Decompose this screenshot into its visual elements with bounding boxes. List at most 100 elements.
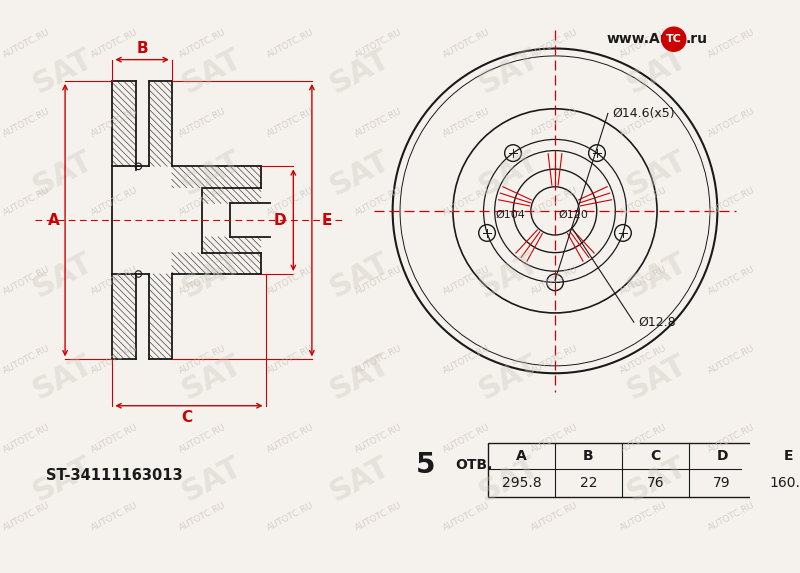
Text: AUTOTC.RU: AUTOTC.RU (618, 501, 668, 533)
Text: AUTOTC.RU: AUTOTC.RU (618, 107, 668, 139)
Text: AUTOTC.RU: AUTOTC.RU (530, 343, 580, 375)
Text: AUTOTC.RU: AUTOTC.RU (354, 343, 404, 375)
Text: E: E (784, 449, 794, 463)
Text: SAT: SAT (325, 44, 395, 100)
Text: AUTOTC.RU: AUTOTC.RU (178, 186, 227, 218)
Text: AUTOTC.RU: AUTOTC.RU (266, 186, 315, 218)
Bar (488, 443, 800, 497)
Text: SAT: SAT (28, 146, 98, 202)
Text: AUTOTC.RU: AUTOTC.RU (706, 422, 756, 454)
Text: 160.3: 160.3 (769, 476, 800, 490)
Text: AUTOTC.RU: AUTOTC.RU (354, 107, 404, 139)
Text: AUTOTC.RU: AUTOTC.RU (442, 107, 492, 139)
Text: AUTOTC.RU: AUTOTC.RU (90, 186, 139, 218)
Text: .ru: .ru (686, 32, 708, 46)
Text: AUTOTC.RU: AUTOTC.RU (618, 28, 668, 60)
Text: AUTOTC.RU: AUTOTC.RU (90, 107, 139, 139)
Text: SAT: SAT (177, 452, 246, 508)
Text: AUTOTC.RU: AUTOTC.RU (178, 264, 227, 297)
Text: AUTOTC.RU: AUTOTC.RU (706, 343, 756, 375)
Text: AUTOTC.RU: AUTOTC.RU (442, 422, 492, 454)
Text: AUTOTC.RU: AUTOTC.RU (442, 186, 492, 218)
Text: AUTOTC.RU: AUTOTC.RU (618, 343, 668, 375)
Text: AUTOTC.RU: AUTOTC.RU (706, 28, 756, 60)
Text: SAT: SAT (622, 44, 692, 100)
Text: Ø120: Ø120 (558, 210, 589, 219)
Text: AUTOTC.RU: AUTOTC.RU (178, 28, 227, 60)
Text: B: B (583, 449, 594, 463)
Text: AUTOTC.RU: AUTOTC.RU (442, 501, 492, 533)
Text: AUTOTC.RU: AUTOTC.RU (178, 501, 227, 533)
Text: D: D (716, 449, 728, 463)
Text: A: A (48, 213, 60, 227)
Text: AUTOTC.RU: AUTOTC.RU (530, 501, 580, 533)
Text: SAT: SAT (177, 146, 246, 202)
Text: C: C (181, 410, 192, 425)
Text: SAT: SAT (28, 350, 98, 406)
Text: SAT: SAT (474, 350, 544, 406)
Text: SAT: SAT (177, 248, 246, 304)
Text: AUTOTC.RU: AUTOTC.RU (1, 264, 51, 297)
Text: AUTOTC.RU: AUTOTC.RU (1, 501, 51, 533)
Text: 79: 79 (713, 476, 731, 490)
Text: D: D (274, 213, 286, 227)
Text: AUTOTC.RU: AUTOTC.RU (354, 264, 404, 297)
Text: SAT: SAT (28, 248, 98, 304)
Text: AUTOTC.RU: AUTOTC.RU (178, 422, 227, 454)
Text: AUTOTC.RU: AUTOTC.RU (90, 28, 139, 60)
Text: Ø14.6(x5): Ø14.6(x5) (613, 107, 675, 120)
Text: SAT: SAT (622, 350, 692, 406)
Text: AUTOTC.RU: AUTOTC.RU (178, 107, 227, 139)
Text: AUTOTC.RU: AUTOTC.RU (706, 501, 756, 533)
Text: SAT: SAT (177, 350, 246, 406)
Circle shape (662, 27, 686, 52)
Text: AUTOTC.RU: AUTOTC.RU (618, 264, 668, 297)
Text: SAT: SAT (325, 452, 395, 508)
Text: SAT: SAT (325, 248, 395, 304)
Text: AUTOTC.RU: AUTOTC.RU (266, 28, 315, 60)
Text: SAT: SAT (474, 146, 544, 202)
Text: AUTOTC.RU: AUTOTC.RU (706, 186, 756, 218)
Text: C: C (650, 449, 660, 463)
Text: A: A (516, 449, 527, 463)
Text: 22: 22 (580, 476, 597, 490)
Text: SAT: SAT (622, 452, 692, 508)
Text: AUTOTC.RU: AUTOTC.RU (354, 186, 404, 218)
Text: AUTOTC.RU: AUTOTC.RU (266, 107, 315, 139)
Text: 76: 76 (646, 476, 664, 490)
Text: AUTOTC.RU: AUTOTC.RU (90, 422, 139, 454)
Text: AUTOTC.RU: AUTOTC.RU (706, 264, 756, 297)
Text: www.Auto: www.Auto (606, 32, 686, 46)
Text: AUTOTC.RU: AUTOTC.RU (90, 501, 139, 533)
Text: SAT: SAT (325, 146, 395, 202)
Text: AUTOTC.RU: AUTOTC.RU (1, 422, 51, 454)
Text: AUTOTC.RU: AUTOTC.RU (266, 501, 315, 533)
Text: AUTOTC.RU: AUTOTC.RU (266, 264, 315, 297)
Text: AUTOTC.RU: AUTOTC.RU (530, 186, 580, 218)
Text: AUTOTC.RU: AUTOTC.RU (1, 343, 51, 375)
Text: AUTOTC.RU: AUTOTC.RU (266, 422, 315, 454)
Text: AUTOTC.RU: AUTOTC.RU (354, 28, 404, 60)
Text: E: E (321, 213, 331, 227)
Text: AUTOTC.RU: AUTOTC.RU (530, 422, 580, 454)
Text: SAT: SAT (325, 350, 395, 406)
Text: SAT: SAT (622, 146, 692, 202)
Text: B: B (136, 41, 148, 56)
Text: Ø12.8: Ø12.8 (638, 316, 676, 329)
Text: SAT: SAT (28, 452, 98, 508)
Text: AUTOTC.RU: AUTOTC.RU (1, 107, 51, 139)
Text: SAT: SAT (474, 452, 544, 508)
Text: SAT: SAT (474, 248, 544, 304)
Text: AUTOTC.RU: AUTOTC.RU (178, 343, 227, 375)
Text: AUTOTC.RU: AUTOTC.RU (354, 422, 404, 454)
Text: AUTOTC.RU: AUTOTC.RU (90, 343, 139, 375)
Text: AUTOTC.RU: AUTOTC.RU (530, 264, 580, 297)
Text: AUTOTC.RU: AUTOTC.RU (618, 422, 668, 454)
Text: AUTOTC.RU: AUTOTC.RU (530, 28, 580, 60)
Text: AUTOTC.RU: AUTOTC.RU (1, 186, 51, 218)
Text: AUTOTC.RU: AUTOTC.RU (1, 28, 51, 60)
Text: SAT: SAT (622, 248, 692, 304)
Text: AUTOTC.RU: AUTOTC.RU (266, 343, 315, 375)
Text: AUTOTC.RU: AUTOTC.RU (530, 107, 580, 139)
Text: 5: 5 (415, 451, 435, 479)
